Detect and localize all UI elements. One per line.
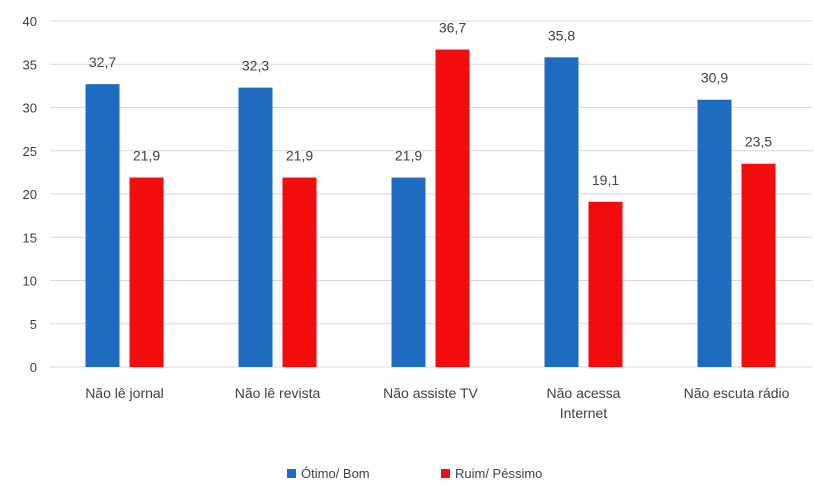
y-tick-label: 15	[23, 230, 37, 245]
bars	[85, 49, 776, 368]
legend-label: Ótimo/ Bom	[301, 466, 370, 481]
bar-otimo-bom	[85, 84, 120, 368]
data-label: 32,7	[89, 54, 116, 70]
y-tick-label: 30	[23, 101, 37, 116]
category-label: Internet	[560, 405, 608, 421]
y-tick-label: 25	[23, 144, 37, 159]
legend-swatch	[287, 469, 296, 478]
category-label: Não lê revista	[235, 385, 321, 401]
category-label: Não assiste TV	[383, 385, 478, 401]
y-tick-label: 40	[23, 14, 37, 29]
category-label: Não acessa	[547, 385, 621, 401]
y-tick-label: 20	[23, 187, 37, 202]
y-tick-label: 5	[30, 317, 37, 332]
legend-swatch	[441, 469, 450, 478]
bar-ruim-pessimo	[129, 177, 164, 367]
data-label: 21,9	[395, 148, 422, 164]
legend-label: Ruim/ Péssimo	[455, 466, 542, 481]
bar-otimo-bom	[391, 177, 426, 367]
data-label: 35,8	[548, 27, 575, 43]
x-axis: Não lê jornal Não lê revista Não assiste T…	[85, 385, 789, 421]
data-label: 36,7	[439, 20, 466, 36]
data-labels: 32,7 21,9 32,3 21,9 21,9 36,7 35,8 19,1 30,9 23,5	[89, 20, 772, 188]
bar-ruim-pessimo	[435, 49, 470, 368]
bar-otimo-bom	[544, 57, 579, 367]
category-label: Não lê jornal	[85, 385, 164, 401]
y-tick-label: 35	[23, 57, 37, 72]
category-label: Não escuta rádio	[684, 385, 790, 401]
data-label: 23,5	[745, 134, 772, 150]
data-label: 19,1	[592, 172, 619, 188]
bar-ruim-pessimo	[282, 177, 317, 367]
data-label: 21,9	[133, 148, 160, 164]
legend: Ótimo/ Bom Ruim/ Péssimo	[287, 466, 542, 481]
data-label: 30,9	[701, 70, 728, 86]
bar-otimo-bom	[238, 87, 273, 367]
y-axis: 0 5 10 15 20 25 30 35 40	[23, 14, 37, 375]
bar-ruim-pessimo	[741, 163, 776, 367]
y-tick-label: 10	[23, 274, 37, 289]
data-label: 32,3	[242, 58, 269, 74]
data-label: 21,9	[286, 148, 313, 164]
y-tick-label: 0	[30, 360, 37, 375]
bar-ruim-pessimo	[588, 201, 623, 367]
bar-otimo-bom	[697, 99, 732, 367]
gridlines	[50, 20, 812, 368]
